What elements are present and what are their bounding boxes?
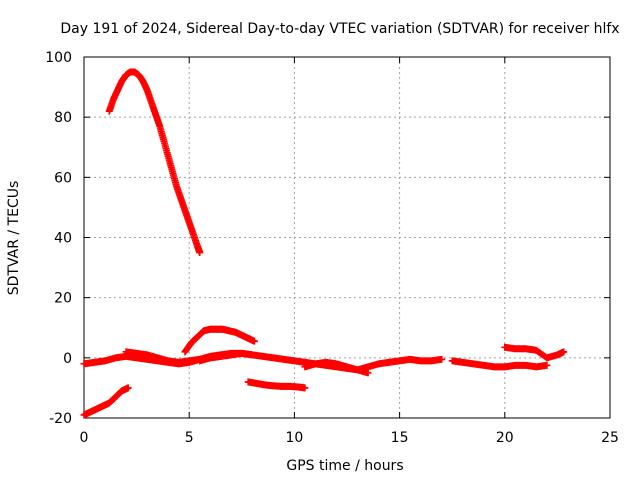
data-point <box>364 369 372 377</box>
x-axis-label: GPS time / hours <box>286 458 403 474</box>
data-point <box>438 355 446 363</box>
series-arc-f <box>501 343 568 362</box>
series-arc-bottom-left <box>80 384 132 419</box>
x-tick-label: 5 <box>185 430 194 446</box>
x-tick-label: 20 <box>496 430 514 446</box>
data-point <box>560 348 568 356</box>
chart-title: Day 191 of 2024, Sidereal Day-to-day VTE… <box>60 21 619 37</box>
y-tick-label: 40 <box>54 231 72 247</box>
tick-labels: 0 5 10 15 20 25 -20 0 20 40 60 80 100 <box>45 50 619 446</box>
y-axis-label: SDTVAR / TECUs <box>6 181 22 296</box>
x-tick-label: 25 <box>601 430 619 446</box>
y-tick-label: 60 <box>54 170 72 186</box>
data-point <box>196 249 204 257</box>
y-tick-label: -20 <box>49 411 72 427</box>
y-tick-label: 100 <box>45 50 72 66</box>
data-point <box>543 361 551 369</box>
data-series <box>80 68 568 419</box>
series-arc-neg <box>244 378 309 392</box>
series-arc-d <box>301 355 446 374</box>
data-point <box>301 384 309 392</box>
y-tick-label: 0 <box>63 351 72 367</box>
data-point <box>124 384 132 392</box>
series-arc-bump <box>181 325 258 356</box>
x-tick-label: 10 <box>285 430 303 446</box>
y-tick-label: 80 <box>54 110 72 126</box>
series-arc-high <box>105 68 204 257</box>
x-tick-label: 0 <box>80 430 89 446</box>
data-point <box>250 337 258 345</box>
series-arc-e <box>448 357 551 371</box>
y-tick-label: 20 <box>54 291 72 307</box>
x-tick-label: 15 <box>391 430 409 446</box>
